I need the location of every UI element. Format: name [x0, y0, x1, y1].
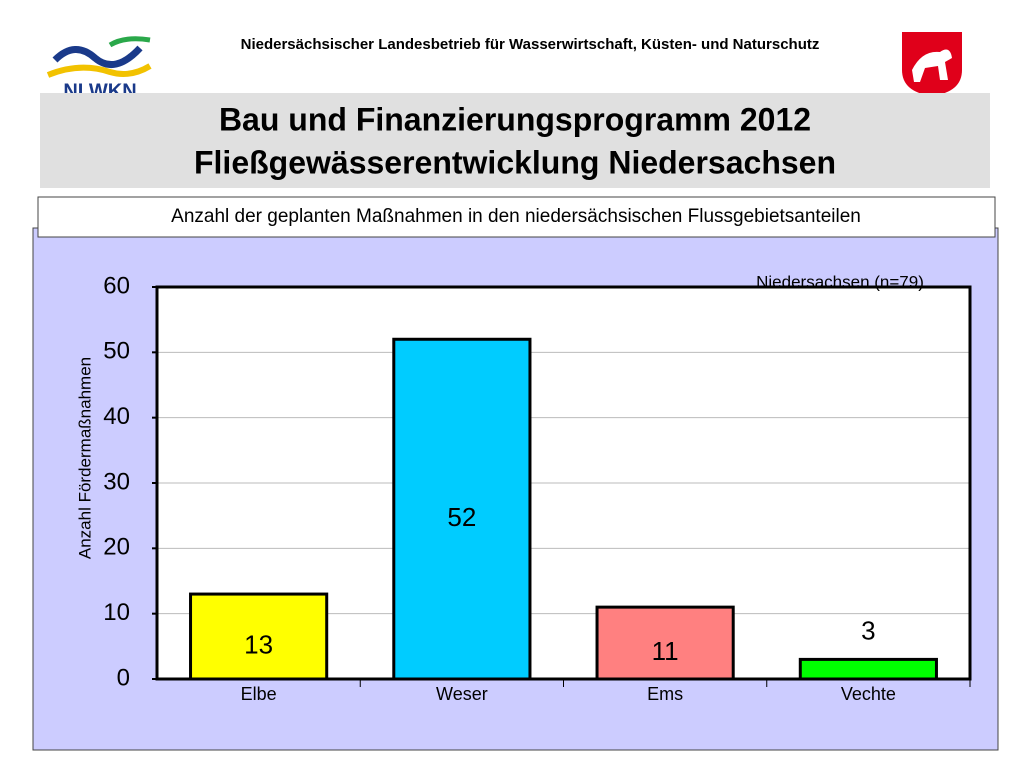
x-tick-label: Ems: [647, 684, 683, 704]
value-label: 52: [447, 502, 476, 532]
x-tick-label: Weser: [436, 684, 488, 704]
x-tick-label: Elbe: [241, 684, 277, 704]
y-tick-label: 20: [103, 534, 130, 561]
y-tick-label: 50: [103, 338, 130, 365]
annotation: Niedersachsen (n=79): [756, 272, 924, 291]
y-tick-label: 10: [103, 599, 130, 626]
value-label: 11: [652, 636, 679, 666]
logo-wave: [52, 45, 143, 69]
bar: [798, 657, 938, 681]
bar: [595, 605, 735, 681]
y-tick-label: 0: [117, 664, 130, 691]
y-axis-label: Anzahl Fördermaßnahmen: [75, 357, 94, 559]
chart-subtitle: Anzahl der geplanten Maßnahmen in den ni…: [171, 206, 861, 227]
y-tick-label: 40: [103, 403, 130, 430]
value-label: 3: [861, 615, 875, 645]
y-tick-label: 30: [103, 468, 130, 495]
logo-wave: [46, 63, 152, 78]
bar: [189, 592, 329, 681]
logo-wave: [108, 36, 151, 48]
organization: Niedersächsischer Landesbetrieb für Wass…: [241, 36, 820, 53]
y-tick-label: 60: [103, 272, 130, 299]
value-label: 13: [244, 629, 273, 659]
subtitle-box: [37, 196, 996, 238]
chart-title: Fließgewässerentwicklung Niedersachsen: [194, 144, 836, 180]
title-box: [40, 93, 990, 188]
crest-horse: [912, 49, 952, 82]
logo: NLWKN: [46, 36, 152, 102]
chart-title: Bau und Finanzierungsprogramm 2012: [219, 101, 811, 137]
bar: [392, 337, 532, 681]
x-tick-label: Vechte: [841, 684, 896, 704]
